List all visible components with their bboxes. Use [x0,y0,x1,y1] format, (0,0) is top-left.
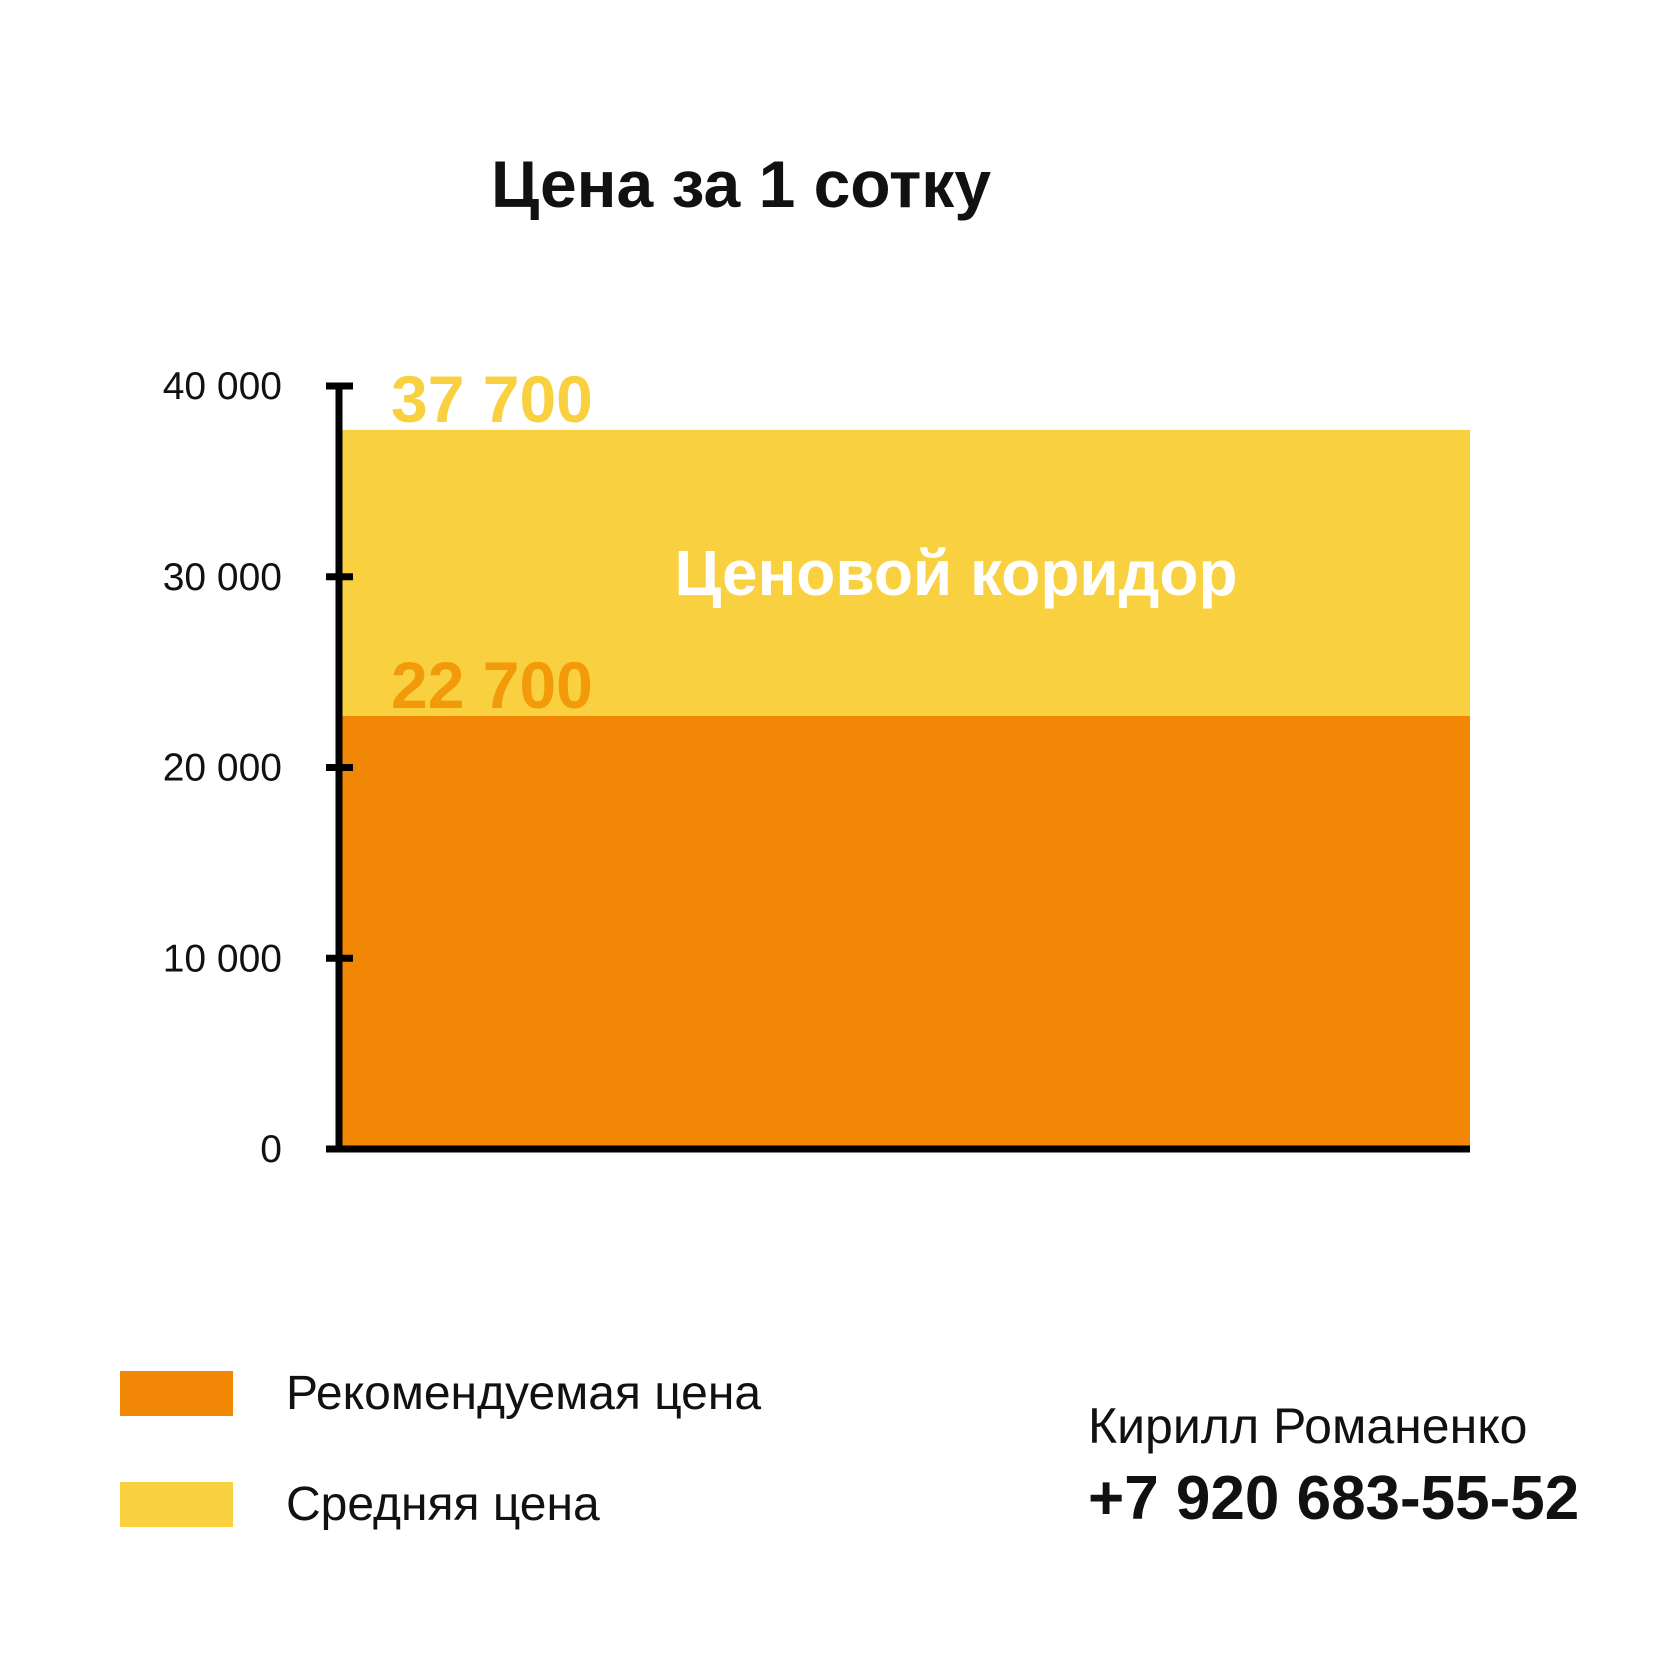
bar [339,715,1470,1149]
author-name: Кирилл Романенко [1088,1398,1527,1454]
legend-swatch [120,1371,233,1416]
y-tick-label: 0 [260,1128,282,1171]
legend-label: Рекомендуемая цена [286,1367,761,1420]
value-label: 37 700 [391,362,593,436]
chart-title: Цена за 1 сотку [491,147,991,221]
y-tick-label: 40 000 [163,365,282,408]
y-tick-label: 20 000 [163,747,282,790]
y-tick-label: 10 000 [163,937,282,980]
legend-swatch [120,1482,233,1527]
annotation: Ценовой коридор [674,537,1237,609]
y-tick-label: 30 000 [163,556,282,599]
author-phone: +7 920 683-55-52 [1088,1464,1579,1533]
value-label: 22 700 [391,648,593,722]
legend-label: Средняя цена [286,1478,600,1531]
